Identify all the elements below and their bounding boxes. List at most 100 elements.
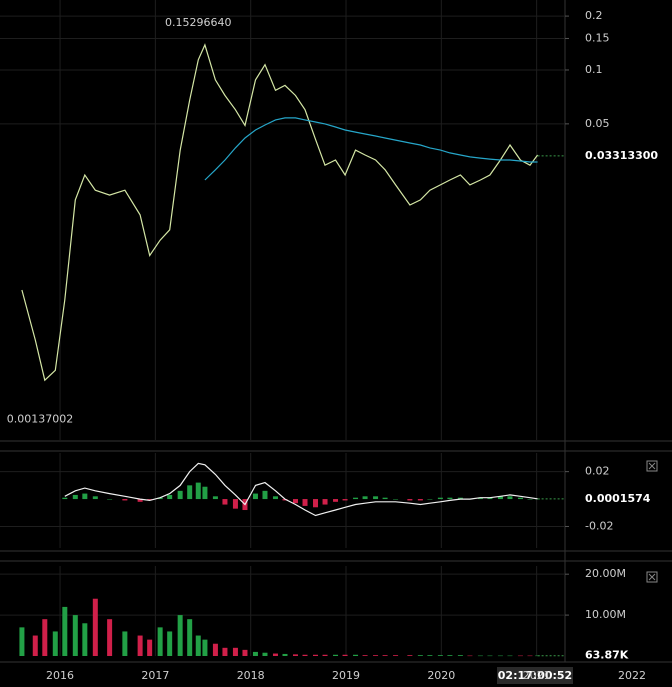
- bar: [177, 615, 183, 656]
- bar: [262, 652, 268, 656]
- bar: [353, 654, 359, 656]
- bar: [72, 615, 78, 656]
- x-tick-label: 2022: [618, 669, 646, 682]
- bar: [302, 499, 308, 506]
- bar: [333, 499, 339, 502]
- bar: [342, 654, 348, 656]
- x-tick-label: 2018: [237, 669, 265, 682]
- bar: [157, 497, 163, 500]
- bar: [447, 655, 453, 656]
- bar: [222, 499, 228, 505]
- last-value-label: 0.03313300: [585, 149, 658, 162]
- bar: [202, 639, 208, 656]
- bar: [232, 647, 238, 656]
- bar: [167, 631, 173, 656]
- last-value-label: 0.0001574: [585, 492, 651, 505]
- bar: [187, 485, 193, 500]
- bar: [477, 497, 483, 500]
- close-icon[interactable]: [648, 573, 656, 581]
- bar: [19, 627, 25, 656]
- bar: [437, 655, 443, 656]
- bar: [322, 654, 328, 656]
- bar: [242, 649, 248, 656]
- series-line: [204, 117, 538, 181]
- bar: [222, 647, 228, 656]
- bar: [393, 655, 399, 656]
- bar: [313, 654, 319, 656]
- bar: [373, 496, 379, 500]
- bar: [362, 655, 368, 656]
- y-tick-label: 0.15: [585, 31, 610, 44]
- series-line: [64, 462, 538, 517]
- y-tick-label: 20.00M: [585, 567, 626, 580]
- y-tick-label: 0.02: [585, 465, 610, 478]
- countdown-box: [497, 667, 573, 684]
- bar: [42, 619, 48, 656]
- close-button[interactable]: [646, 460, 658, 472]
- bar: [92, 496, 98, 500]
- y-tick-label: 0.1: [585, 63, 603, 76]
- x-tick-label: 2021: [523, 669, 551, 682]
- bar: [252, 493, 258, 500]
- close-box[interactable]: [646, 460, 658, 472]
- bar: [417, 499, 423, 501]
- bar: [457, 497, 463, 500]
- bar: [477, 655, 483, 657]
- close-button[interactable]: [646, 571, 658, 583]
- bar: [292, 499, 298, 504]
- close-icon[interactable]: [648, 462, 656, 470]
- bar: [517, 655, 523, 657]
- y-tick-label: -0.02: [585, 519, 613, 532]
- bar: [212, 643, 218, 656]
- bar: [147, 499, 153, 501]
- bar: [373, 655, 379, 656]
- bar: [487, 655, 493, 657]
- bar: [457, 655, 463, 656]
- bar: [107, 499, 113, 500]
- bar: [313, 499, 319, 508]
- bar: [437, 497, 443, 500]
- bar: [82, 493, 88, 500]
- bar: [82, 623, 88, 656]
- bar: [467, 655, 473, 657]
- bar: [122, 631, 128, 656]
- bar: [187, 619, 193, 656]
- bar: [167, 494, 173, 500]
- close-box[interactable]: [646, 571, 658, 583]
- bar: [195, 635, 201, 656]
- x-tick-label: 2019: [332, 669, 360, 682]
- bar: [322, 499, 328, 505]
- bar: [362, 496, 368, 500]
- y-tick-label: 10.00M: [585, 608, 626, 621]
- bar: [137, 635, 143, 656]
- bar: [427, 499, 433, 500]
- x-tick-label: 2017: [141, 669, 169, 682]
- x-tick-label: 2020: [427, 669, 455, 682]
- bar: [527, 655, 533, 657]
- bar: [382, 497, 388, 500]
- bar: [202, 486, 208, 500]
- bar: [447, 497, 453, 500]
- bar: [62, 497, 68, 500]
- bar: [32, 635, 38, 656]
- bar: [517, 497, 523, 500]
- bar: [122, 499, 128, 501]
- bar: [147, 639, 153, 656]
- bar: [353, 497, 359, 500]
- annotation: 0.00137002: [7, 413, 73, 426]
- bar: [252, 651, 258, 656]
- bar: [195, 482, 201, 500]
- bar: [107, 619, 113, 656]
- bar: [72, 494, 78, 500]
- bar: [302, 654, 308, 656]
- x-tick-label: 2016: [46, 669, 74, 682]
- bar: [177, 490, 183, 500]
- bar: [342, 499, 348, 501]
- bar: [527, 499, 533, 500]
- bar: [52, 631, 58, 656]
- bar: [272, 653, 278, 656]
- bar: [212, 496, 218, 500]
- bar: [393, 499, 399, 500]
- bar: [417, 655, 423, 656]
